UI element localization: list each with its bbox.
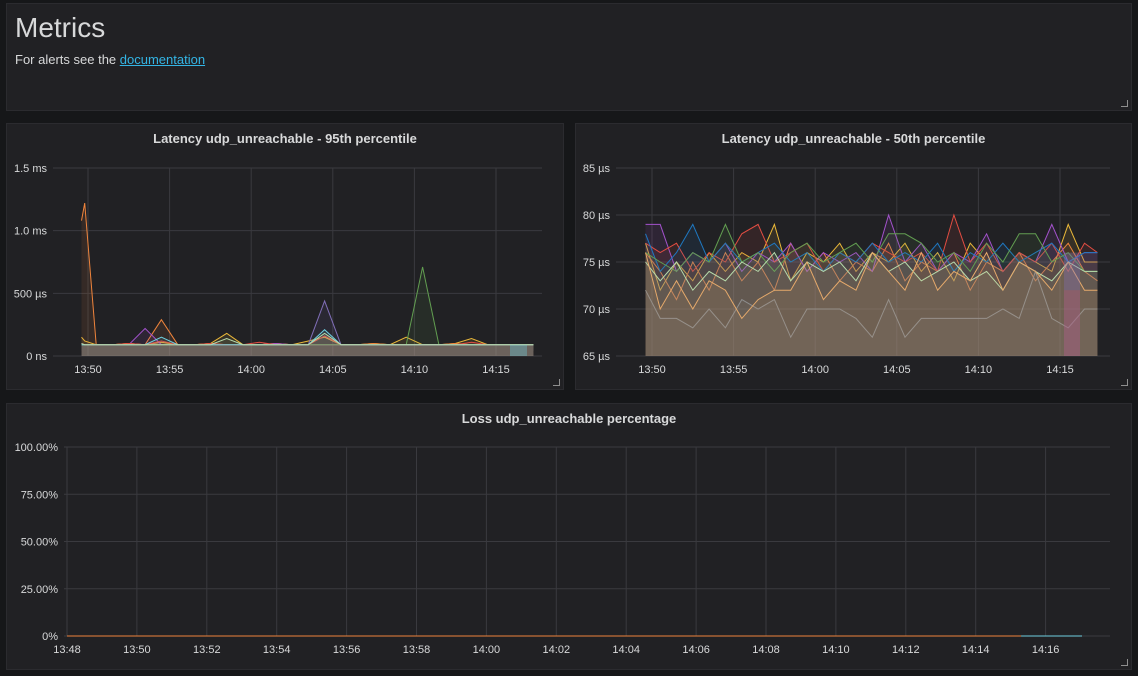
panel-title[interactable]: Latency udp_unreachable - 95th percentil… [153, 131, 417, 146]
y-tick-label: 1.0 ms [14, 226, 48, 238]
x-tick-label: 14:08 [752, 644, 780, 656]
x-tick-label: 14:10 [822, 644, 850, 656]
x-tick-label: 14:05 [883, 364, 911, 376]
y-tick-label: 25.00% [21, 584, 59, 596]
y-tick-label: 75 µs [583, 257, 611, 269]
description-text: For alerts see the [15, 52, 120, 67]
series-area [645, 224, 1098, 356]
y-tick-label: 75.00% [21, 489, 59, 501]
series-area [645, 215, 1098, 356]
series-area [645, 224, 1098, 356]
x-tick-label: 13:52 [193, 644, 221, 656]
x-tick-label: 14:04 [612, 644, 640, 656]
y-tick-label: 1.5 ms [14, 163, 48, 175]
chart-latency-p50: 65 µs 70 µs 75 µs 80 µs 85 µs 13:50 13:55 14:00… [583, 163, 1110, 376]
series-area [645, 271, 1098, 356]
x-tick-label: 14:15 [482, 364, 510, 376]
series-line[interactable] [645, 223, 1098, 273]
x-tick-label: 14:00 [473, 644, 501, 656]
panel-loss: Loss udp_unreachable percentage 0% 25.00%… [6, 403, 1132, 670]
last-sample-block [510, 344, 527, 356]
x-tick-label: 13:55 [156, 364, 184, 376]
panel-title[interactable]: Loss udp_unreachable percentage [461, 411, 677, 426]
x-tick-label: 14:06 [682, 644, 710, 656]
panel-latency-p95: Latency udp_unreachable - 95th percentil… [6, 123, 564, 390]
chart-latency-p95: 0 ns 500 µs 1.0 ms 1.5 ms 13:50 13:55 14:00 14:… [14, 163, 542, 376]
x-tick-label: 13:54 [263, 644, 291, 656]
y-tick-label: 0 ns [26, 351, 47, 363]
series-area [645, 215, 1098, 356]
chart-loss: 0% 25.00% 50.00% 75.00% 100.00% 13:48 13:50 13:… [15, 442, 1110, 656]
last-sample-block [1064, 290, 1080, 356]
y-tick-label: 65 µs [583, 351, 611, 363]
last-sample-block [1064, 252, 1080, 356]
y-tick-label: 100.00% [15, 442, 59, 454]
series-area [645, 252, 1098, 356]
page-title: Metrics [15, 12, 106, 43]
series-line[interactable] [81, 332, 534, 346]
x-tick-label: 14:02 [543, 644, 571, 656]
x-tick-label: 14:16 [1032, 644, 1060, 656]
series-area [81, 328, 534, 356]
y-tick-label: 500 µs [14, 288, 48, 300]
series-line[interactable] [645, 251, 1098, 320]
y-tick-label: 50.00% [21, 537, 59, 549]
x-tick-label: 13:58 [403, 644, 431, 656]
documentation-link[interactable]: documentation [119, 52, 206, 67]
panel-title[interactable]: Latency udp_unreachable - 50th percentil… [721, 131, 986, 146]
panel-latency-p50: Latency udp_unreachable - 50th percentil… [575, 123, 1132, 390]
y-tick-label: 70 µs [583, 304, 611, 316]
series-line[interactable] [81, 203, 534, 346]
x-tick-label: 14:10 [401, 364, 429, 376]
x-tick-label: 13:48 [53, 644, 81, 656]
series-line[interactable] [645, 223, 1098, 273]
x-tick-label: 14:05 [319, 364, 347, 376]
x-tick-label: 14:14 [962, 644, 990, 656]
series-area [81, 335, 534, 356]
x-tick-label: 14:00 [237, 364, 265, 376]
resize-handle[interactable] [1121, 659, 1128, 666]
y-tick-label: 0% [42, 631, 58, 643]
series-area [645, 224, 1098, 356]
x-tick-label: 13:56 [333, 644, 361, 656]
series-area [645, 252, 1098, 356]
x-tick-label: 14:12 [892, 644, 920, 656]
x-tick-label: 13:50 [123, 644, 151, 656]
description: For alerts see the documentation [15, 52, 205, 67]
series-line[interactable] [645, 269, 1098, 339]
x-tick-label: 13:50 [638, 364, 666, 376]
y-tick-label: 85 µs [583, 163, 611, 175]
series-area [81, 267, 534, 356]
x-tick-label: 14:10 [965, 364, 993, 376]
resize-handle[interactable] [1121, 379, 1128, 386]
text-panel: Metrics For alerts see the documentation [6, 3, 1132, 111]
x-tick-label: 13:55 [720, 364, 748, 376]
y-tick-label: 80 µs [583, 210, 611, 222]
x-tick-label: 13:50 [74, 364, 102, 376]
resize-handle[interactable] [553, 379, 560, 386]
x-tick-label: 14:15 [1046, 364, 1074, 376]
resize-handle[interactable] [1121, 100, 1128, 107]
x-tick-label: 14:00 [801, 364, 829, 376]
series-area [81, 329, 534, 356]
